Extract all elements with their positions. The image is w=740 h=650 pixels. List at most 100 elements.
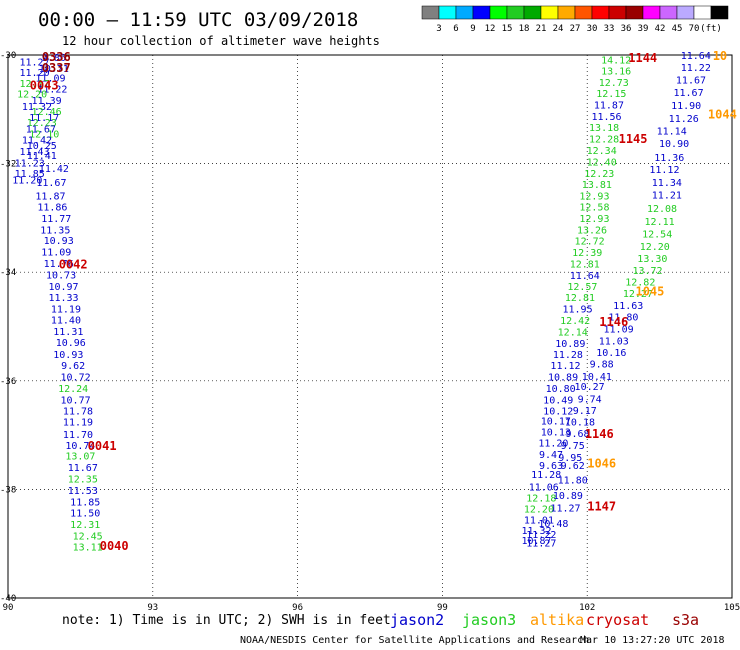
pass-time-label: 10	[713, 49, 727, 63]
wave-height-value: 12.81	[570, 260, 600, 271]
footer-note: note: 1) Time is in UTC; 2) SWH is in fe…	[62, 613, 391, 628]
scale-label: 36	[621, 24, 632, 34]
wave-height-value: 11.70	[63, 430, 93, 441]
y-tick-label: -38	[0, 485, 16, 495]
wave-height-value: 11.20	[12, 175, 42, 186]
wave-height-value: 10.72	[61, 372, 91, 383]
wave-height-value: 11.95	[562, 305, 592, 316]
wave-height-value: 11.12	[649, 165, 679, 176]
scale-swatch	[625, 5, 644, 20]
wave-height-value: 11.67	[68, 463, 98, 474]
y-tick-label: -36	[0, 377, 16, 387]
wave-height-value: 11.20	[538, 439, 568, 450]
pass-time-label: 1144	[628, 51, 657, 65]
wave-height-value: 9.74	[578, 395, 602, 406]
pass-time-label: 1044	[708, 108, 737, 122]
chart-subtitle: 12 hour collection of altimeter wave hei…	[62, 34, 380, 48]
wave-height-value: 11.36	[654, 153, 684, 164]
wave-height-value: 12.46	[32, 107, 62, 118]
wave-height-value: 11.42	[22, 136, 52, 147]
y-tick-label: -40	[0, 594, 16, 604]
wave-height-value: 13.81	[582, 180, 612, 191]
wave-height-value: 10.18	[565, 418, 595, 429]
wave-height-value: 11.39	[32, 96, 62, 107]
scale-swatch	[489, 5, 508, 20]
scale-label: 21	[536, 24, 547, 34]
wave-height-value: 11.64	[681, 51, 711, 62]
wave-height-value: 11.20	[19, 68, 49, 79]
wave-height-value: 9.95	[558, 453, 582, 464]
wave-height-value: 9.86	[42, 53, 66, 64]
wave-height-value: 10.97	[48, 282, 78, 293]
scale-label: 9	[470, 24, 475, 34]
wave-height-value: 11.14	[657, 126, 687, 137]
scale-label: 6	[453, 24, 458, 34]
wave-height-value: 12.42	[560, 316, 590, 327]
pass-time-label: 1146	[585, 427, 614, 441]
pass-time-label: 0041	[88, 439, 117, 453]
scale-label: 18	[519, 24, 530, 34]
wave-height-value: 12.72	[575, 237, 605, 248]
wave-height-value: 10.87	[521, 536, 551, 547]
wave-height-value: 11.19	[51, 305, 81, 316]
wave-height-value: 12.58	[579, 202, 609, 213]
x-tick-label: 96	[292, 603, 303, 613]
scale-swatch	[506, 5, 525, 20]
wave-height-value: 13.16	[601, 67, 631, 78]
footer-credit: NOAA/NESDIS Center for Satellite Applica…	[240, 635, 589, 646]
wave-height-value: 11.78	[63, 407, 93, 418]
wave-height-value: 10.13	[541, 427, 571, 438]
plot-grid	[8, 55, 732, 598]
pass-time-label: 0337	[42, 61, 71, 75]
wave-height-value: 11.22	[681, 63, 711, 74]
scale-swatch	[472, 5, 491, 20]
scale-label: 12	[485, 24, 496, 34]
wave-height-value: 12.24	[58, 384, 88, 395]
pass-time-label: 1147	[587, 500, 616, 514]
wave-height-value: 10.27	[575, 382, 605, 393]
wave-height-value: 11.67	[674, 88, 704, 99]
satellite-legend-altika: altika	[530, 611, 584, 629]
pass-time-label: 1046	[587, 456, 616, 470]
scale-label: 39	[638, 24, 649, 34]
scale-label: 24	[553, 24, 564, 34]
wave-height-value: 11.27	[19, 58, 49, 69]
wave-height-value: 11.53	[68, 486, 98, 497]
scale-label: 45	[672, 24, 683, 34]
x-tick-label: 105	[724, 603, 740, 613]
pass-time-label: 1145	[619, 132, 648, 146]
wave-height-value: 11.35	[40, 225, 70, 236]
wave-height-value: 9.88	[590, 359, 614, 370]
wave-height-value: 10.89	[555, 339, 585, 350]
satellite-legend-jason2: jason2	[390, 611, 444, 629]
wave-height-value: 11.63	[613, 301, 643, 312]
wave-height-value: 12.93	[579, 192, 609, 203]
wave-height-value: 11.87	[35, 192, 65, 203]
wave-height-value: 10.77	[61, 395, 91, 406]
wave-height-value: 12.57	[567, 282, 597, 293]
wave-height-value: 9.75	[561, 441, 585, 452]
scale-swatch	[455, 5, 474, 20]
wave-height-value: 11.67	[676, 75, 706, 86]
wave-height-value: 11.03	[599, 337, 629, 348]
wave-height-value: 9.68	[565, 429, 589, 440]
wave-height-value: 10.12	[543, 407, 573, 418]
scale-swatch	[676, 5, 695, 20]
wave-height-value: 11.80	[608, 313, 638, 324]
y-tick-label: -34	[0, 268, 16, 278]
wave-height-value: 11.42	[39, 164, 69, 175]
wave-height-value: 11.34	[652, 178, 682, 189]
wave-height-value: 12.31	[70, 520, 100, 531]
wave-height-value: 11.80	[558, 476, 588, 487]
wave-height-value: 11.67	[26, 124, 56, 135]
wave-height-value: 11.09	[41, 248, 71, 259]
wave-height-value: 12.23	[584, 169, 614, 180]
wave-height-value: 11.28	[531, 470, 561, 481]
x-tick-label: 99	[437, 603, 448, 613]
wave-height-value: 9.62	[61, 361, 85, 372]
scale-label: 27	[570, 24, 581, 34]
wave-height-value: 13.30	[637, 254, 667, 265]
scale-label: 70	[689, 24, 700, 34]
wave-height-value: 10.41	[582, 372, 612, 383]
satellite-legend-cryosat: cryosat	[586, 611, 649, 629]
